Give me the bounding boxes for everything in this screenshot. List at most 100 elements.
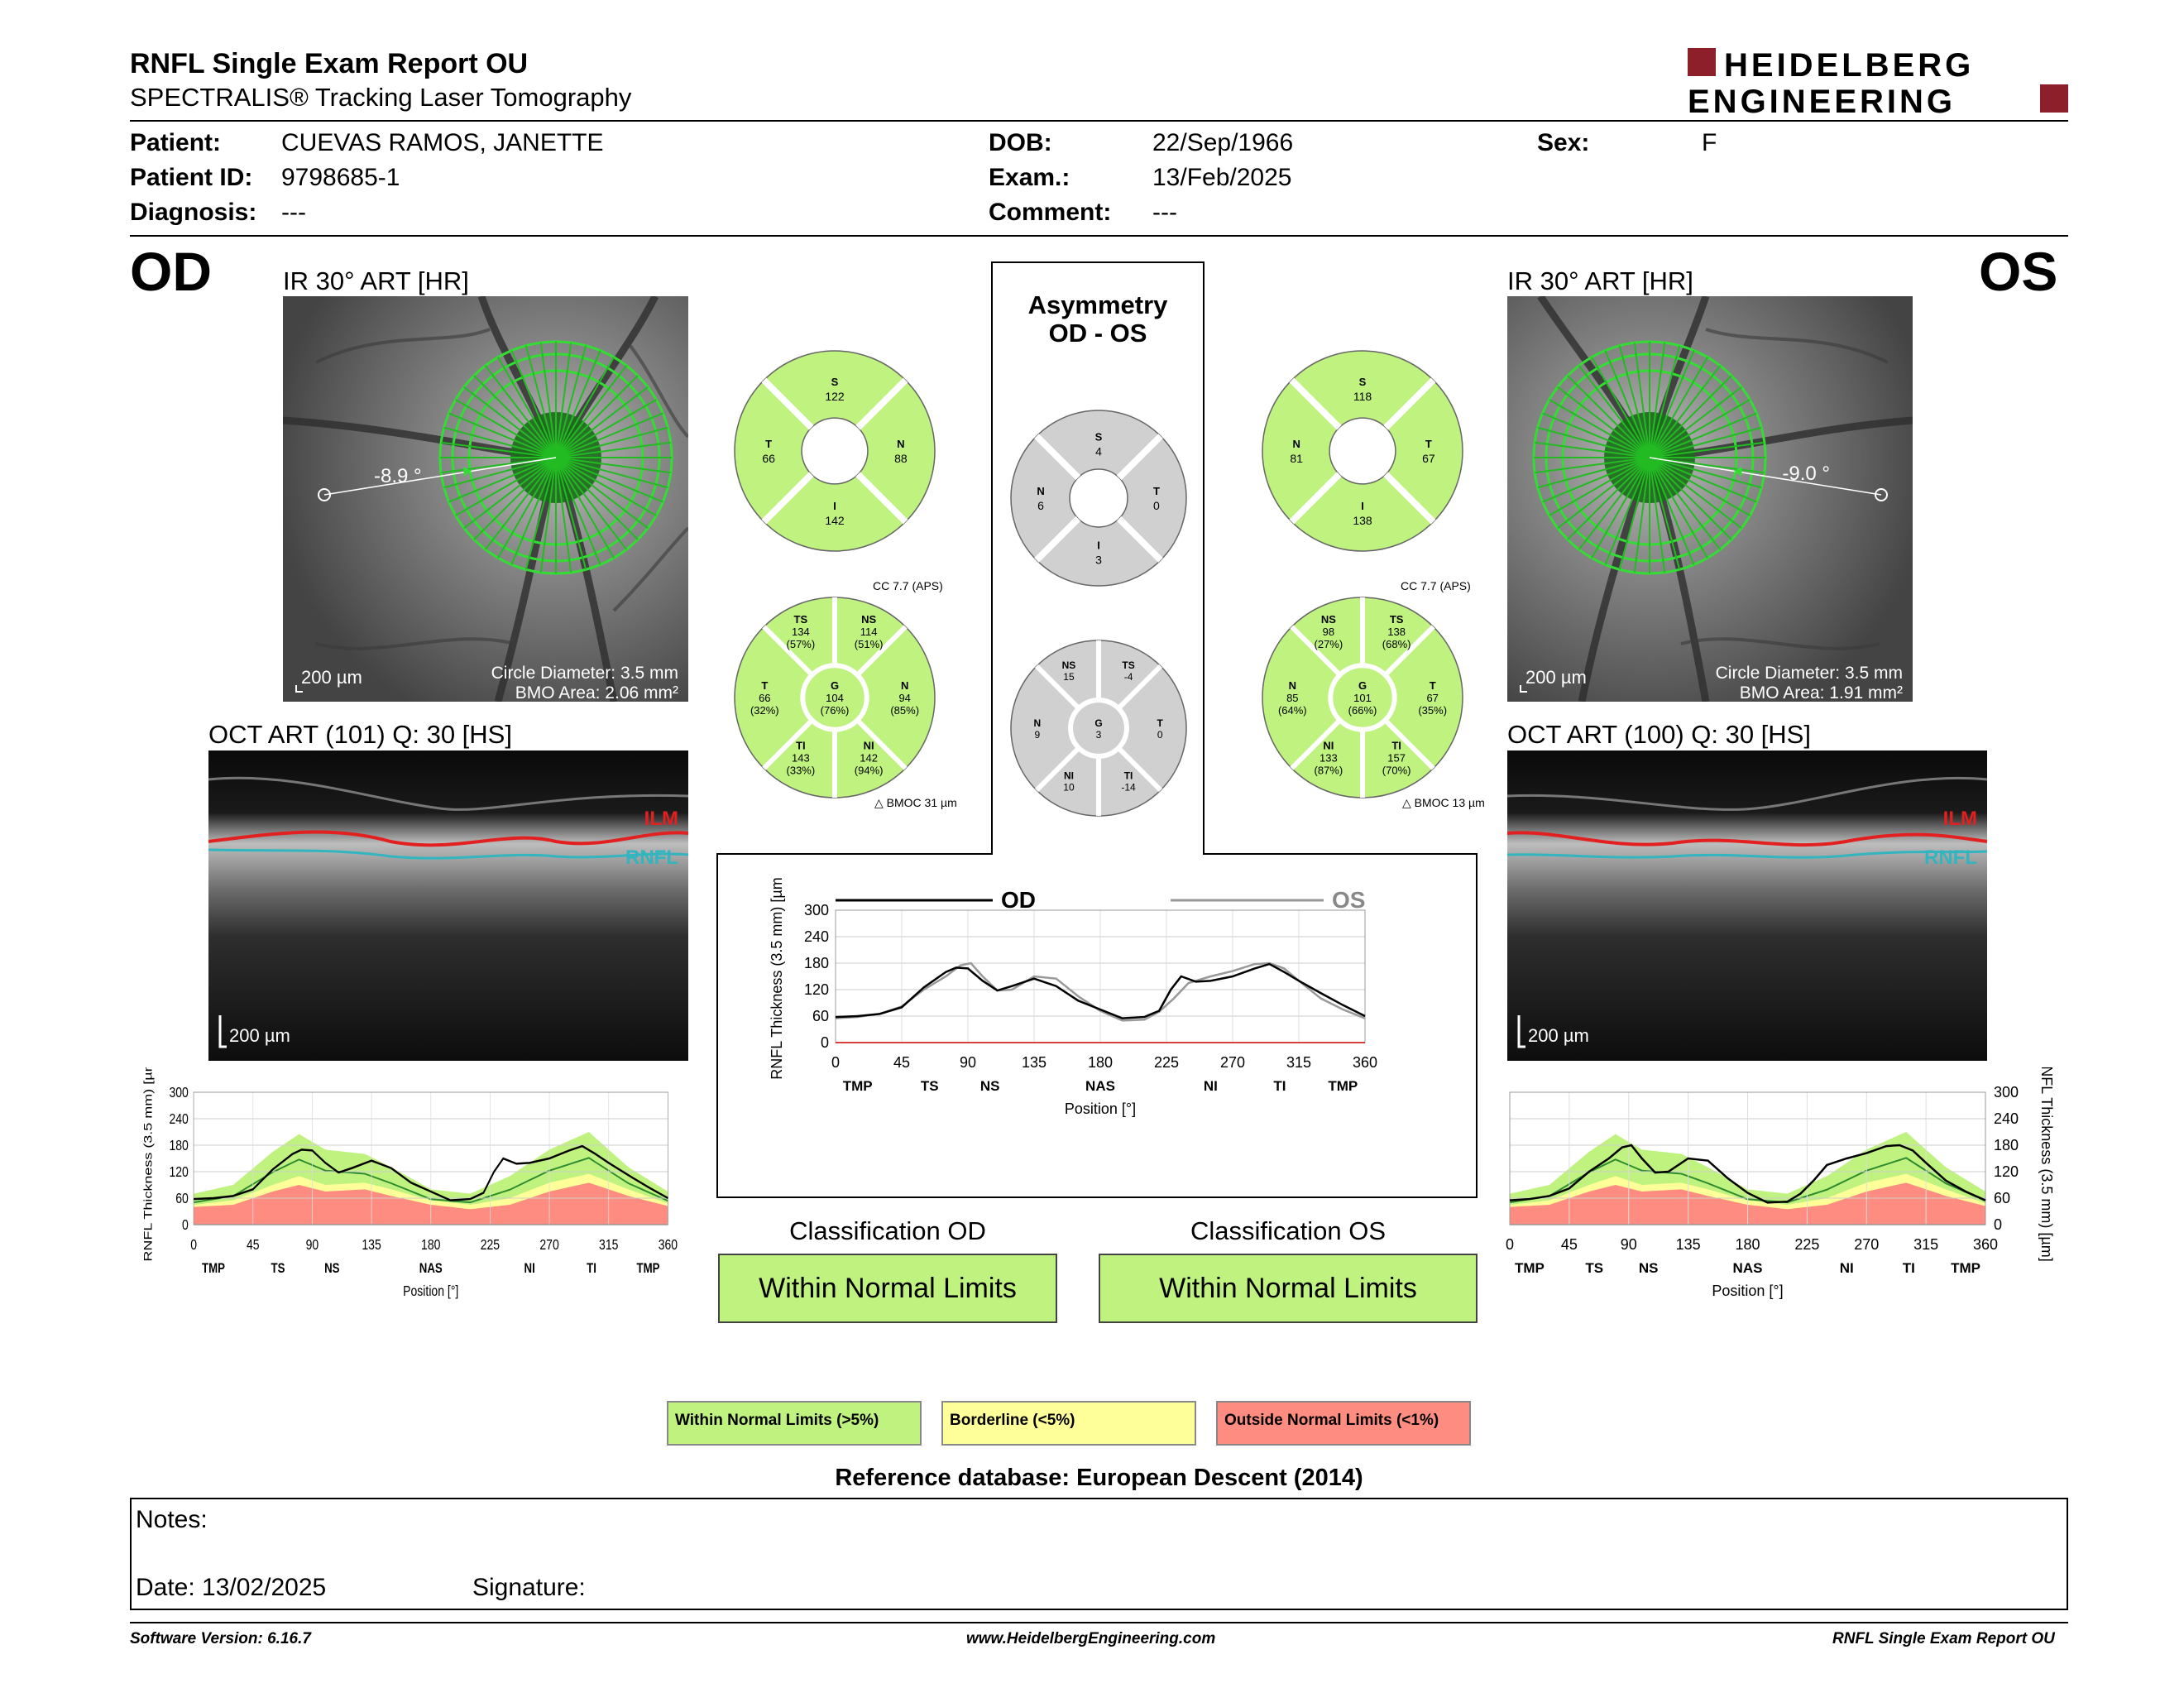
sector-divider: [1289, 377, 1342, 430]
sector-value-s: 4: [1095, 444, 1102, 458]
comment-label: Comment:: [989, 199, 1112, 226]
sector-divider: [1034, 434, 1081, 481]
sector-value-s: 118: [1353, 390, 1372, 403]
legend-od-label: OD: [1001, 887, 1036, 913]
sector-divider: [855, 718, 908, 770]
y-tick-label: 120: [804, 981, 829, 998]
sector-ns-text: 15: [1063, 671, 1075, 683]
series-line-os: [1509, 1144, 1986, 1204]
sector-divider: [1034, 516, 1081, 563]
sector-value-t: 0: [1153, 499, 1160, 512]
legend-wnl: Within Normal Limits (>5%): [667, 1401, 922, 1446]
sector-value-s: 122: [825, 390, 845, 403]
sector-t-text: T: [761, 679, 768, 692]
header-divider: [130, 120, 2068, 122]
asym-sector4-chart: S4 N 6 T 0 I 3: [1010, 410, 1187, 587]
x-tick-label: 90: [960, 1054, 976, 1071]
x-tick-label: 45: [893, 1054, 910, 1071]
x-tick-label: 45: [247, 1236, 260, 1253]
x-tick-label: 225: [1154, 1054, 1179, 1071]
sector-label-n: N: [1292, 438, 1300, 450]
sector-hole: [801, 417, 869, 485]
sector-ns-text: NS: [1062, 659, 1076, 671]
od-fundus-image: -8.9 ° 200 µm Circle Diameter: 3.5 mm BM…: [283, 296, 688, 702]
od-oct-image: ILM RNFL 200 µm: [208, 750, 688, 1061]
notes-label: Notes:: [136, 1506, 208, 1533]
sector-value-n: 6: [1037, 499, 1044, 512]
legend-borderline: Borderline (<5%): [941, 1401, 1196, 1446]
y-tick-label: 120: [1994, 1163, 2019, 1180]
sector-ni-text: NI: [864, 740, 874, 752]
y-tick-label: 300: [1994, 1084, 2019, 1101]
sector-divider: [1290, 625, 1342, 677]
sector-n-text: 85: [1286, 692, 1298, 704]
y-tick-label: 180: [169, 1137, 188, 1153]
sector-divider: [1383, 472, 1436, 525]
x-tick-label: 180: [1735, 1236, 1760, 1253]
series-line-os: [835, 961, 1366, 1022]
sector-divider: [1289, 472, 1342, 525]
sector-axis-label: TMP: [202, 1261, 225, 1277]
legend-os-label: OS: [1332, 887, 1365, 913]
sector-ni-text: (94%): [855, 765, 884, 777]
patient-label: Patient:: [130, 129, 222, 156]
notes-box[interactable]: Notes: Date: 13/02/2025 Signature:: [130, 1498, 2068, 1610]
x-tick-label: 225: [481, 1236, 500, 1253]
os-cc: CC 7.7 (APS): [1401, 579, 1471, 592]
sector-ts-text: TS: [1122, 659, 1134, 671]
x-tick-label: 45: [1561, 1236, 1578, 1253]
x-tick-label: 180: [1088, 1054, 1113, 1071]
sector-ti-text: -14: [1121, 782, 1136, 794]
sector-value-t: 66: [762, 452, 775, 465]
x-tick-label: 360: [1973, 1236, 1998, 1253]
sector-ti-text: (70%): [1382, 765, 1411, 777]
sector-ns-text: (51%): [855, 638, 884, 650]
x-tick-label: 90: [1621, 1236, 1637, 1253]
sector-ti-text: 157: [1387, 752, 1406, 765]
sector-ts-text: 138: [1387, 626, 1406, 638]
x-axis-label: Position [°]: [1712, 1283, 1783, 1299]
sector-label-i: I: [1361, 500, 1364, 512]
y-tick-label: 0: [821, 1034, 829, 1051]
sector-axis-label: NI: [524, 1261, 535, 1277]
sector-g-text: 3: [1096, 729, 1102, 741]
patient-id-label: Patient ID:: [130, 164, 253, 191]
od-circle-diameter: Circle Diameter: 3.5 mm: [491, 664, 678, 683]
asymmetry-title: Asymmetry OD - OS: [1027, 290, 1168, 348]
os-sector4-chart: S 118 N 81 T 67 I 138: [1262, 350, 1463, 552]
sector-ni-text: 142: [860, 752, 878, 765]
od-oct-scale: 200 µm: [229, 1025, 290, 1046]
y-tick-label: 60: [175, 1190, 189, 1206]
x-tick-label: 360: [1353, 1054, 1377, 1071]
sector-n-text: N: [1033, 717, 1041, 729]
sector-value-n: 81: [1290, 452, 1303, 465]
sector-g-text: (66%): [1348, 704, 1377, 717]
od-eye-label: OD: [130, 241, 212, 302]
sector-center: [800, 663, 869, 732]
sector-axis-label: NS: [324, 1261, 339, 1277]
sector-axis-label: TI: [1903, 1260, 1915, 1276]
od-os-comparison-chart: 0 60 120 180 240 300 0 45 90 135 180 225 270 315 360 TM…: [769, 877, 1377, 1117]
website-link[interactable]: www.HeidelbergEngineering.com: [966, 1630, 1216, 1647]
sector-label-t: T: [1425, 438, 1432, 450]
sector-divider: [855, 472, 908, 525]
sector-t-text: (35%): [1418, 704, 1447, 717]
x-tick-label: 135: [362, 1236, 381, 1253]
sector-axis-label: TI: [587, 1261, 596, 1277]
y-tick-label: 0: [1994, 1216, 2002, 1233]
dob-value: 22/Sep/1966: [1152, 129, 1294, 156]
sector-axis-label: NAS: [419, 1261, 443, 1277]
os-bmoc: △ BMOC 13 µm: [1402, 796, 1485, 809]
sector-axis-label: TI: [1273, 1078, 1286, 1094]
y-tick-label: 240: [169, 1110, 188, 1127]
sector-axis-label: TS: [271, 1261, 285, 1277]
sector-axis-label: TS: [921, 1078, 939, 1094]
sector-hole: [1069, 468, 1128, 528]
os-oct-image: ILM RNFL 200 µm: [1507, 750, 1987, 1061]
os-oct-scale: 200 µm: [1528, 1025, 1589, 1046]
sector-ni-text: 133: [1320, 752, 1338, 765]
sector-label-n: N: [1037, 485, 1044, 497]
os-rnfl-label: RNFL: [1924, 846, 1977, 869]
sector-n-text: N: [901, 679, 908, 692]
